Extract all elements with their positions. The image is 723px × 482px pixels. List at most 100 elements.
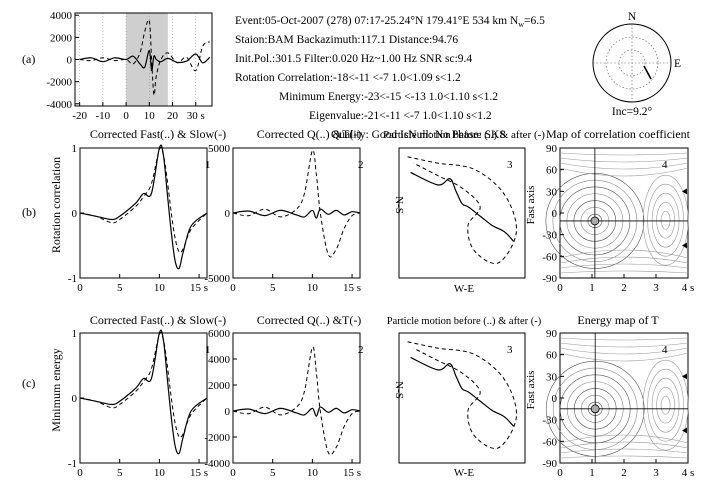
contour-line: [559, 270, 689, 274]
panel-frame-c4: [559, 332, 689, 464]
contour-line: [656, 386, 675, 424]
y-tick-label: 90: [546, 328, 558, 340]
y-tick-label: -60: [542, 436, 557, 448]
title-c2: Corrected Q(..) &T(-): [257, 313, 362, 327]
rotation-correlation-line: Rotation Correlation:-18<-11 <-7 1.0<1.0…: [235, 72, 461, 84]
panel-number: 2: [358, 159, 364, 171]
ylabel-fast-axis: Fast axis: [525, 371, 537, 410]
title-c1: Corrected Fast(..) & Slow(-): [90, 313, 226, 327]
y-tick-label: 60: [546, 165, 558, 177]
x-tick-label: 5: [117, 467, 123, 479]
panel-numbers: 1 2 3 4 1 2 3 4: [205, 159, 668, 356]
x-tick-label: 2: [621, 467, 627, 479]
contour-line: [559, 256, 689, 264]
y-tick-label: -4000: [46, 99, 72, 111]
panel-number: 1: [205, 159, 211, 171]
x-tick-label: 1: [589, 282, 595, 294]
x-tick-label: 0: [77, 467, 83, 479]
series-line-fast: [79, 331, 208, 439]
incidence-label: Inc=9.2°: [612, 106, 653, 118]
x-tick-label: 0: [557, 467, 563, 479]
title-b1: Corrected Fast(..) & Slow(-): [90, 127, 226, 141]
x-tick-label: -10: [96, 110, 111, 122]
y-tick-label: 90: [546, 143, 558, 155]
title-b2: Corrected Q(..) &T(-): [257, 127, 362, 141]
header-text: Event:05-Oct-2007 (278) 07:17-25.24°N 17…: [235, 15, 545, 141]
series-line-Q: [232, 149, 361, 258]
station-line: Staion:BAM Backazimuth:117.1 Distance:94…: [235, 34, 458, 46]
panel-number: 2: [358, 344, 364, 356]
series-line-dashed: [79, 19, 210, 96]
panel-frame-c3: [398, 332, 526, 464]
y-tick-label: 30: [546, 371, 558, 383]
y-tick-label: 0: [552, 208, 558, 220]
panel-frame-b3: [398, 147, 526, 279]
contour-line: [559, 347, 689, 355]
y-tick-label: 5000: [208, 143, 231, 155]
init-line: Init.Pol.:301.5 Filter:0.020 Hz~1.00 Hz …: [235, 53, 472, 65]
series-line-T: [232, 208, 361, 219]
contour-line: [651, 377, 680, 433]
x-tick-label: 15 s: [343, 282, 361, 294]
row-label-b: (b): [22, 205, 36, 219]
ylabel-ns: N-S: [393, 196, 405, 214]
panel-number: 3: [507, 159, 513, 171]
series-line-before: [407, 156, 517, 265]
panel-number: 4: [662, 344, 668, 356]
contour-line: [559, 352, 689, 362]
ylabel-ns: N-S: [393, 381, 405, 399]
x-tick-label: 20: [167, 110, 179, 122]
contour-line: [559, 434, 689, 444]
contour-line: [647, 368, 684, 442]
contour-line: [559, 441, 689, 449]
x-tick-label: 0: [77, 282, 83, 294]
y-tick-label: 0: [552, 393, 558, 405]
y-tick-label: 0: [72, 208, 78, 220]
series-line-before: [407, 341, 517, 450]
y-tick-label: 60: [546, 350, 558, 362]
panel-number: 1: [205, 344, 211, 356]
stereonet-inner-ring: [605, 36, 659, 90]
y-tick-label: -4000: [204, 458, 230, 470]
ylabel-fast-axis: Fast axis: [525, 186, 537, 225]
y-tick-label: -5000: [204, 273, 230, 285]
panel-frame-c1: [79, 332, 208, 464]
x-tick-label: 15 s: [190, 282, 208, 294]
series-line-Q: [232, 346, 361, 456]
y-tick-label: 0: [225, 208, 231, 220]
best-estimate-marker: [590, 216, 600, 226]
y-tick-label: -2000: [46, 77, 72, 89]
x-tick-label: 10: [307, 282, 319, 294]
quality-line: Quality: Good IsNull: No Phase: SKS: [331, 129, 506, 141]
series-line-fast: [79, 146, 208, 254]
xlabel-we: W-E: [454, 467, 474, 479]
contour-line: [559, 455, 689, 459]
contour-line: [660, 395, 671, 415]
x-tick-label: 4 s: [682, 282, 695, 294]
x-tick-label: 15 s: [343, 467, 361, 479]
series-line-after: [410, 171, 514, 242]
contour-line: [559, 249, 689, 259]
title-c3: Particle motion before (..) & after (-): [387, 316, 542, 327]
contour-line: [642, 359, 689, 451]
contour-line: [642, 174, 689, 266]
series-line-slow: [79, 144, 208, 270]
y-tick-label: 6000: [208, 328, 231, 340]
series-line-slow: [79, 329, 208, 455]
y-tick-label: 2000: [50, 32, 73, 44]
edge-marker: [682, 242, 687, 249]
panel-titles: Corrected Fast(..) & Slow(-) Corrected Q…: [90, 127, 691, 327]
x-tick-label: 10: [307, 467, 319, 479]
y-tick-label: 0: [72, 393, 78, 405]
xlabel-we: W-E: [454, 283, 474, 295]
x-tick-label: 30 s: [187, 110, 205, 122]
contour-line: [559, 157, 689, 163]
y-tick-label: -60: [542, 251, 557, 263]
north-label: N: [628, 11, 637, 23]
x-tick-label: 1: [589, 467, 595, 479]
panel-frame-b1: [79, 147, 208, 279]
edge-marker: [682, 427, 687, 434]
best-estimate-marker: [590, 404, 600, 414]
contour-line: [651, 192, 680, 248]
ylabel-minimum-energy: Minimum energy: [49, 348, 63, 431]
